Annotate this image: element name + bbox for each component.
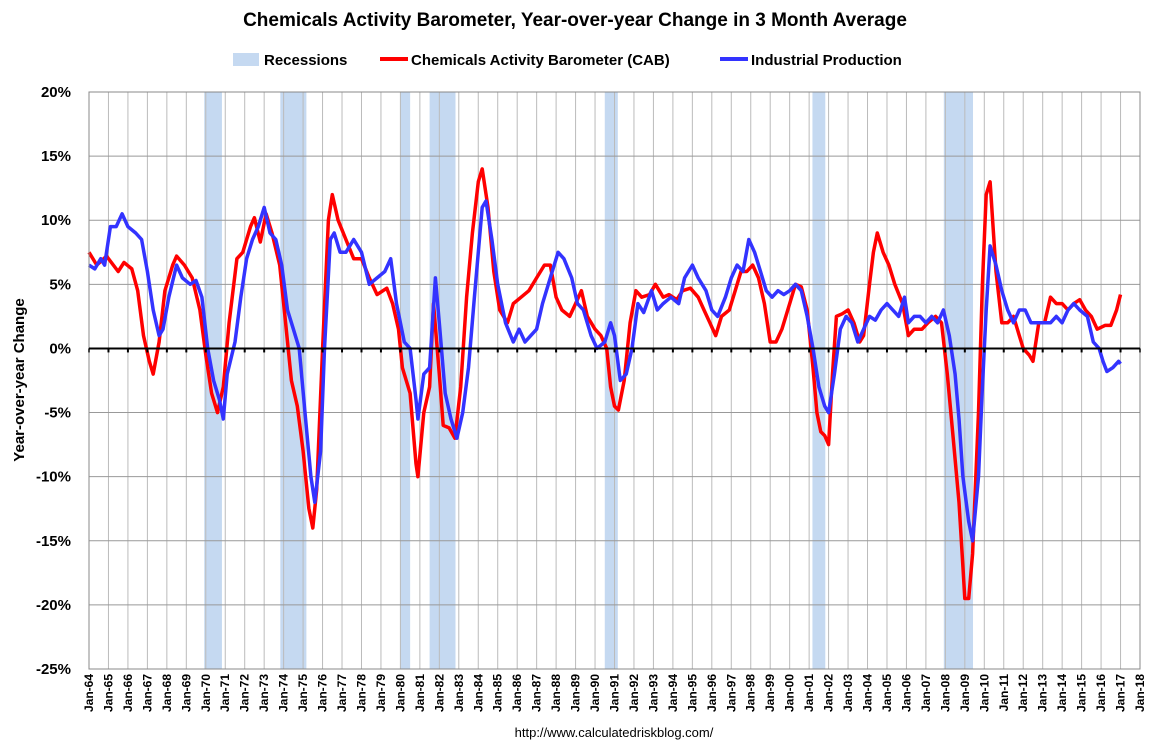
y-tick-label: 5%	[49, 276, 71, 293]
x-tick-label: Jan-77	[335, 674, 349, 712]
chart-title: Chemicals Activity Barometer, Year-over-…	[243, 10, 907, 31]
legend: Recessions Chemicals Activity Barometer …	[233, 52, 902, 69]
x-tick-label: Jan-94	[666, 674, 680, 712]
x-tick-label: Jan-82	[432, 674, 446, 712]
x-tick-label: Jan-70	[199, 674, 213, 712]
x-tick-label: Jan-93	[646, 674, 660, 712]
x-tick-label: Jan-15	[1075, 674, 1089, 712]
x-tick-label: Jan-89	[569, 674, 583, 712]
series-lines	[87, 167, 1123, 601]
x-tick-label: Jan-88	[549, 674, 563, 712]
y-tick-label: -5%	[44, 405, 71, 422]
legend-label-ip: Industrial Production	[751, 52, 902, 69]
y-tick-label: 20%	[41, 84, 71, 101]
y-tick-label: -10%	[36, 469, 71, 486]
x-tick-label: Jan-99	[763, 674, 777, 712]
x-tick-label: Jan-00	[783, 674, 797, 712]
x-tick-label: Jan-95	[685, 674, 699, 712]
y-tick-label: -25%	[36, 661, 71, 678]
y-tick-label: 0%	[49, 340, 71, 357]
x-tick-label: Jan-84	[471, 674, 485, 712]
x-tick-label: Jan-86	[510, 674, 524, 712]
x-tick-label: Jan-72	[238, 674, 252, 712]
x-tick-label: Jan-79	[374, 674, 388, 712]
x-tick-label: Jan-75	[296, 674, 310, 712]
x-tick-label: Jan-04	[861, 674, 875, 712]
y-tick-label: 10%	[41, 212, 71, 229]
x-tick-label: Jan-05	[880, 674, 894, 712]
x-tick-label: Jan-18	[1133, 674, 1147, 712]
x-tick-label: Jan-65	[101, 674, 115, 712]
x-tick-label: Jan-16	[1094, 674, 1108, 712]
gridlines	[88, 91, 1141, 670]
x-tick-label: Jan-68	[160, 674, 174, 712]
axes: Jan-64 Jan-65 Jan-66 Jan-67 Jan-68 Jan-69 Jan-…	[36, 84, 1147, 712]
cab-series-line	[87, 167, 1123, 601]
x-tick-label: Jan-09	[958, 674, 972, 712]
x-tick-label: Jan-98	[744, 674, 758, 712]
legend-swatch-recessions	[233, 53, 259, 66]
x-tick-label: Jan-13	[1036, 674, 1050, 712]
x-tick-label: Jan-11	[997, 674, 1011, 712]
plot-border	[88, 91, 1141, 670]
x-tick-label: Jan-97	[724, 674, 738, 712]
x-tick-label: Jan-74	[277, 674, 291, 712]
x-tick-label: Jan-90	[588, 674, 602, 712]
x-tick-label: Jan-92	[627, 674, 641, 712]
legend-label-recessions: Recessions	[264, 52, 347, 69]
x-tick-label: Jan-06	[899, 674, 913, 712]
x-tick-label: Jan-87	[530, 674, 544, 712]
x-tick-label: Jan-64	[82, 674, 96, 712]
x-tick-label: Jan-02	[822, 674, 836, 712]
x-tick-label: Jan-01	[802, 674, 816, 712]
x-tick-label: Jan-66	[121, 674, 135, 712]
x-tick-label: Jan-71	[218, 674, 232, 712]
x-tick-label: Jan-03	[841, 674, 855, 712]
x-tick-label: Jan-07	[919, 674, 933, 712]
x-tick-label: Jan-69	[179, 674, 193, 712]
x-tick-label: Jan-76	[316, 674, 330, 712]
x-tick-label: Jan-10	[977, 674, 991, 712]
y-tick-label: -20%	[36, 597, 71, 614]
x-tick-label: Jan-14	[1055, 674, 1069, 712]
x-tick-label: Jan-81	[413, 674, 427, 712]
x-tick-label: Jan-73	[257, 674, 271, 712]
legend-label-cab: Chemicals Activity Barometer (CAB)	[411, 52, 670, 69]
x-tick-label: Jan-96	[705, 674, 719, 712]
x-tick-label: Jan-78	[354, 674, 368, 712]
industrial-production-series-line	[88, 199, 1122, 543]
x-tick-label: Jan-67	[140, 674, 154, 712]
y-tick-label: 15%	[41, 148, 71, 165]
y-axis-label: Year-over-year Change	[11, 298, 28, 461]
x-tick-label: Jan-08	[938, 674, 952, 712]
x-tick-label: Jan-91	[608, 674, 622, 712]
source-url: http://www.calculatedriskblog.com/	[515, 725, 714, 740]
x-tick-label: Jan-85	[491, 674, 505, 712]
y-tick-label: -15%	[36, 533, 71, 550]
x-tick-label: Jan-17	[1114, 674, 1128, 712]
x-tick-label: Jan-83	[452, 674, 466, 712]
x-tick-label: Jan-12	[1016, 674, 1030, 712]
x-tick-label: Jan-80	[393, 674, 407, 712]
